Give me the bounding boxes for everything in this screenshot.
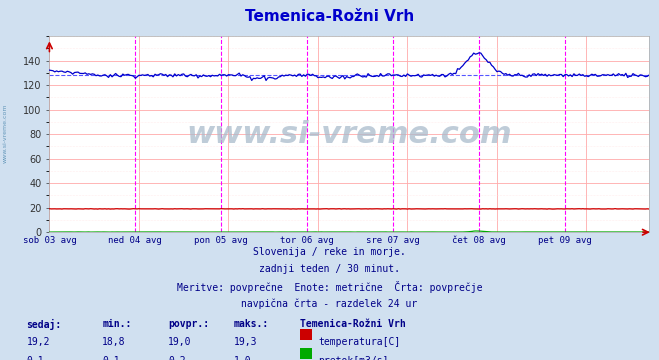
Text: 1,0: 1,0 — [234, 356, 252, 360]
Text: navpična črta - razdelek 24 ur: navpična črta - razdelek 24 ur — [241, 298, 418, 309]
Text: tor 06 avg: tor 06 avg — [280, 236, 334, 245]
Text: Meritve: povprečne  Enote: metrične  Črta: povprečje: Meritve: povprečne Enote: metrične Črta:… — [177, 281, 482, 293]
Text: maks.:: maks.: — [234, 319, 269, 329]
Text: 0,1: 0,1 — [26, 356, 44, 360]
Text: povpr.:: povpr.: — [168, 319, 209, 329]
Text: pet 09 avg: pet 09 avg — [538, 236, 592, 245]
Text: Temenica-Rožni Vrh: Temenica-Rožni Vrh — [245, 9, 414, 24]
Text: pon 05 avg: pon 05 avg — [194, 236, 248, 245]
Text: 0,1: 0,1 — [102, 356, 120, 360]
Text: čet 08 avg: čet 08 avg — [452, 236, 506, 245]
Text: ned 04 avg: ned 04 avg — [109, 236, 162, 245]
Text: www.si-vreme.com: www.si-vreme.com — [3, 103, 8, 163]
Text: zadnji teden / 30 minut.: zadnji teden / 30 minut. — [259, 264, 400, 274]
Text: min.:: min.: — [102, 319, 132, 329]
Text: Temenica-Rožni Vrh: Temenica-Rožni Vrh — [300, 319, 405, 329]
Text: Slovenija / reke in morje.: Slovenija / reke in morje. — [253, 247, 406, 257]
Text: 18,8: 18,8 — [102, 337, 126, 347]
Text: 19,0: 19,0 — [168, 337, 192, 347]
Text: sob 03 avg: sob 03 avg — [22, 236, 76, 245]
Text: pretok[m3/s]: pretok[m3/s] — [318, 356, 389, 360]
Text: 19,2: 19,2 — [26, 337, 50, 347]
Text: sedaj:: sedaj: — [26, 319, 61, 330]
Text: temperatura[C]: temperatura[C] — [318, 337, 401, 347]
Text: www.si-vreme.com: www.si-vreme.com — [186, 120, 512, 149]
Text: sre 07 avg: sre 07 avg — [366, 236, 420, 245]
Text: 0,2: 0,2 — [168, 356, 186, 360]
Text: 19,3: 19,3 — [234, 337, 258, 347]
